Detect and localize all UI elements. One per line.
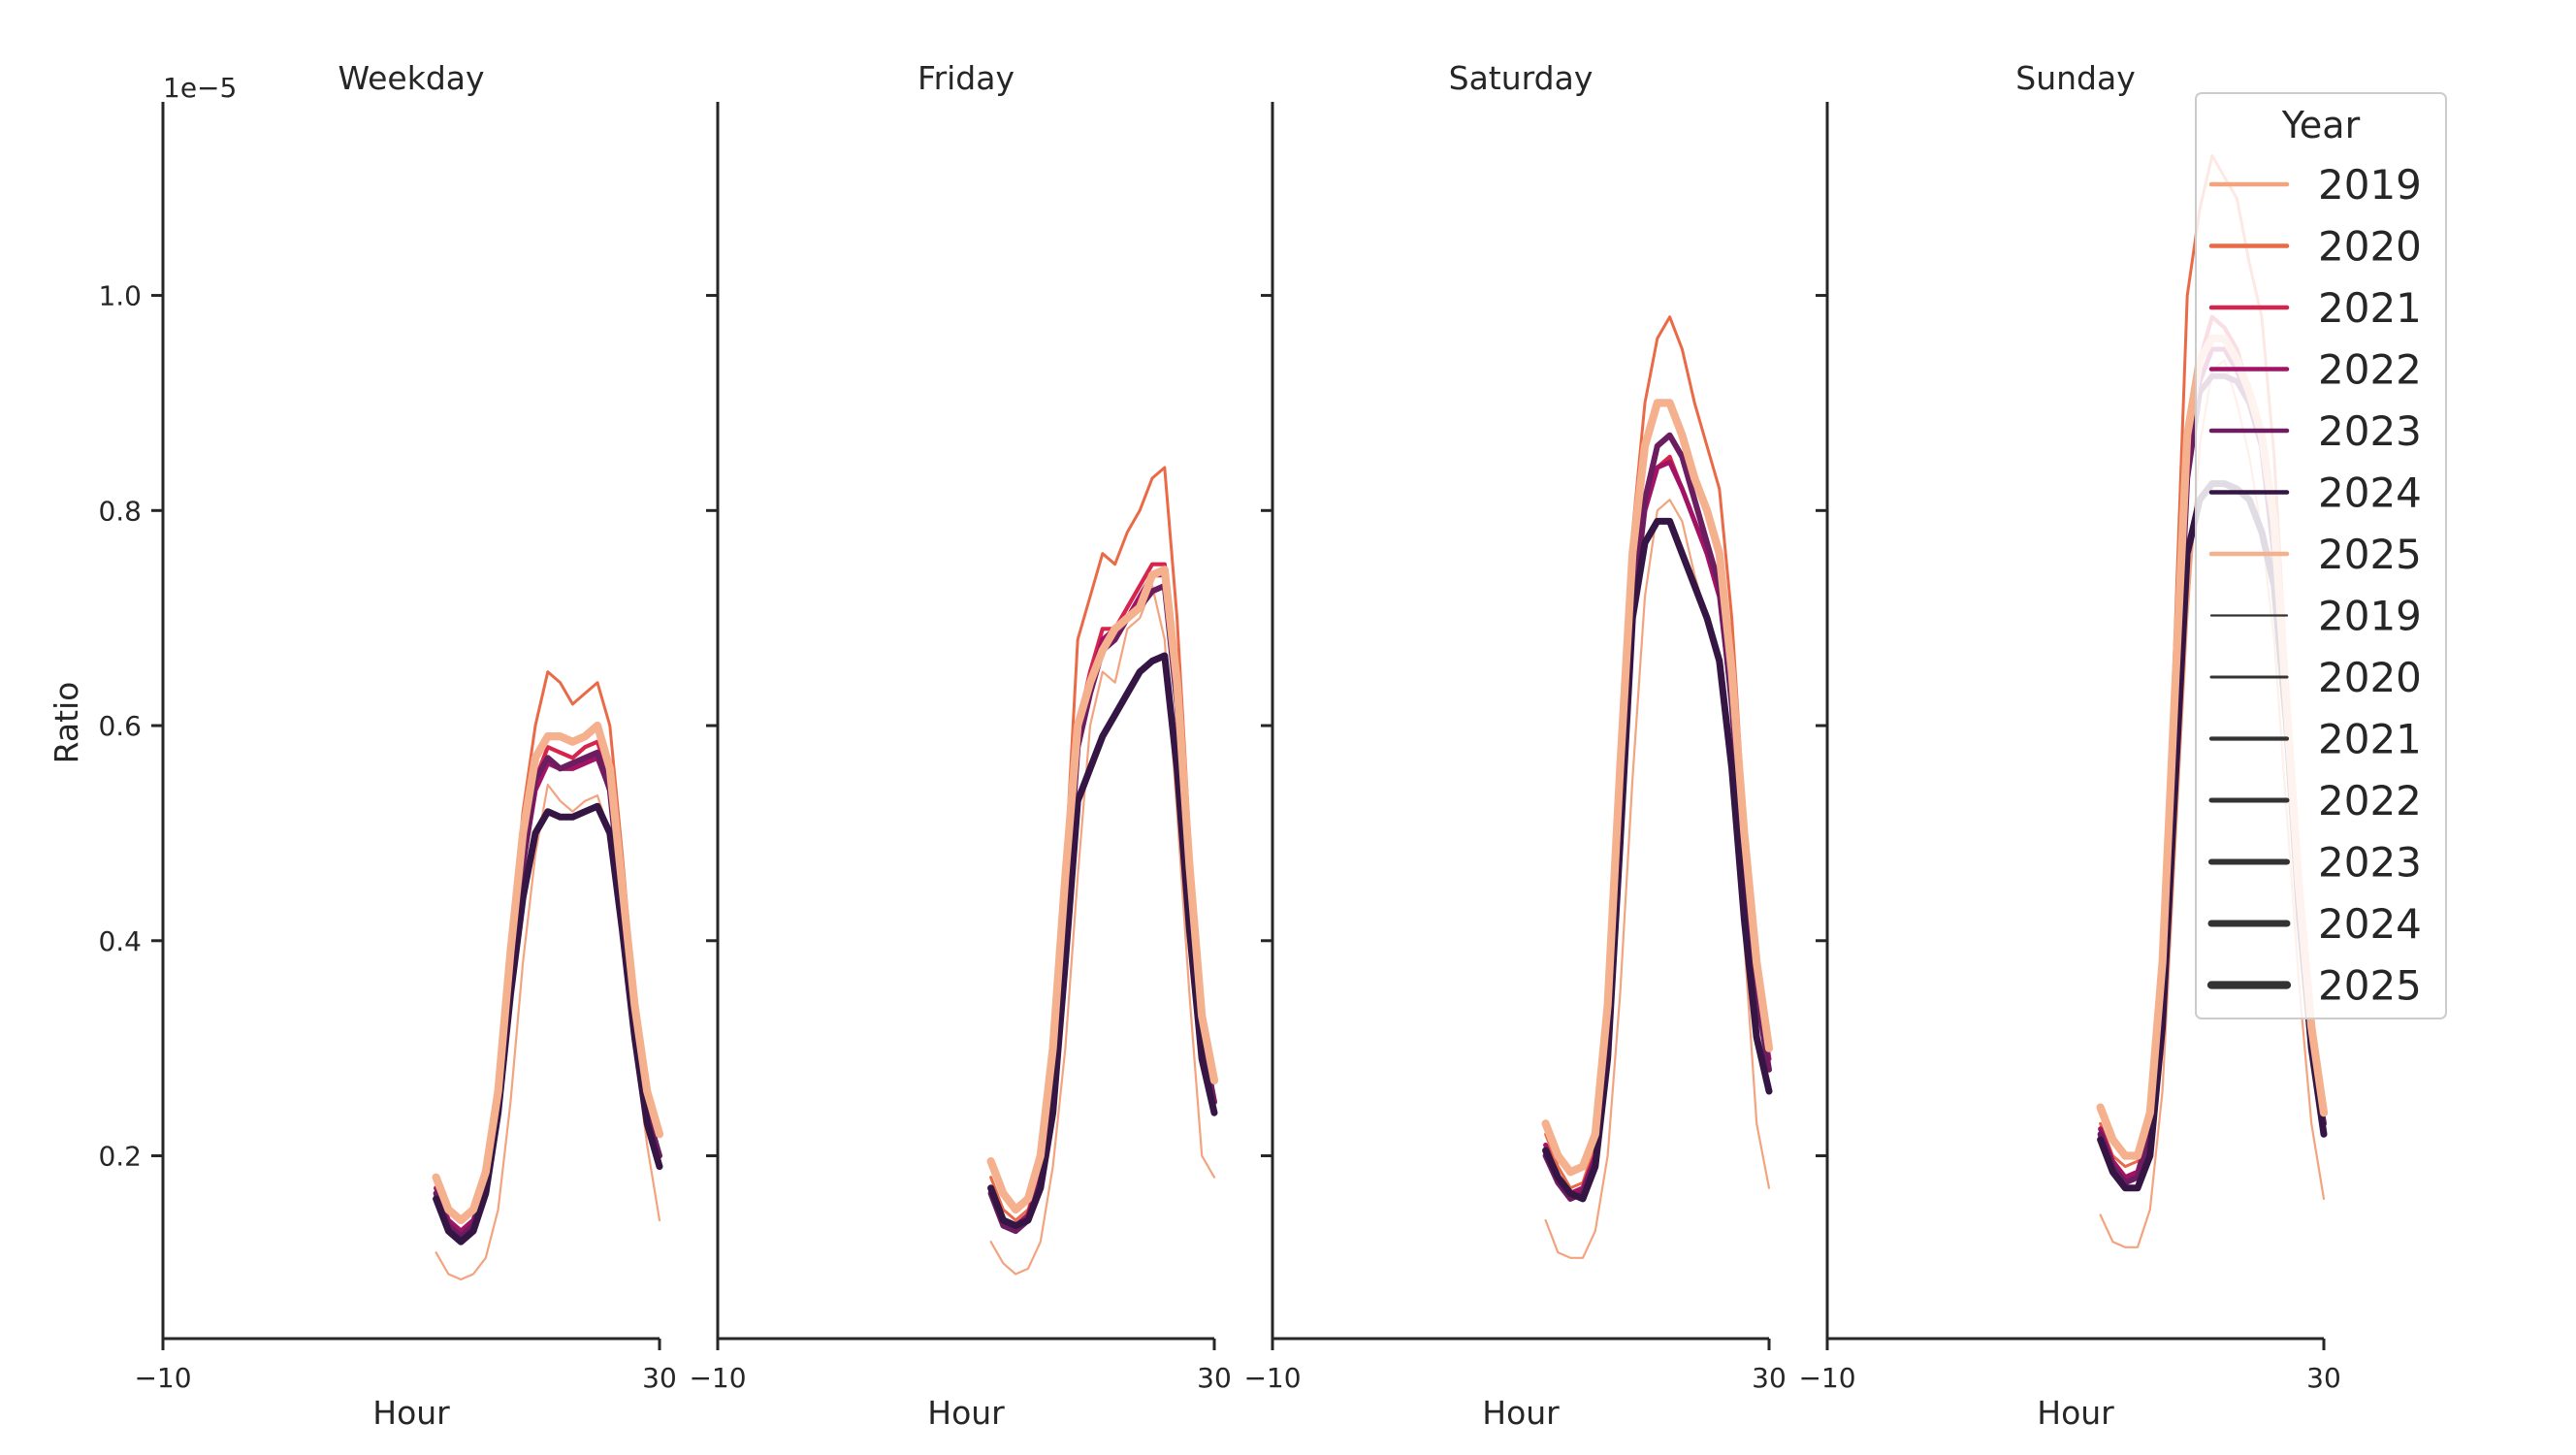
legend-entry-size-2021: 2021 bbox=[2208, 716, 2422, 763]
series-line-2025 bbox=[986, 566, 1219, 1214]
legend-label: 2021 bbox=[2318, 716, 2422, 763]
x-tick-label: 30 bbox=[642, 1362, 677, 1394]
y-tick-label: 0.2 bbox=[98, 1141, 142, 1173]
series-line-2023 bbox=[433, 749, 662, 1240]
legend-label: 2024 bbox=[2318, 469, 2422, 517]
panels: Weekday 0.2 0.4 0.6 0.8 1.0 −10 30 Hour Friday −10… bbox=[98, 59, 2340, 1432]
series-line-2024 bbox=[1542, 517, 1773, 1203]
x-tick-label: −10 bbox=[1243, 1362, 1301, 1394]
series-line-2024 bbox=[987, 652, 1218, 1230]
legend-entry-hue-2019: 2019 bbox=[2208, 161, 2422, 209]
legend-label: 2024 bbox=[2318, 900, 2422, 948]
y-tick-label: 0.6 bbox=[98, 710, 142, 742]
panel-friday: Friday −10 30 Hour bbox=[689, 59, 1231, 1432]
legend-label: 2023 bbox=[2318, 407, 2422, 455]
x-tick-label: 30 bbox=[2306, 1362, 2341, 1394]
series-line-2019 bbox=[435, 783, 661, 1281]
legend-label: 2020 bbox=[2318, 654, 2422, 701]
legend-label: 2020 bbox=[2318, 223, 2422, 271]
panel-weekday: Weekday 0.2 0.4 0.6 0.8 1.0 −10 30 Hour bbox=[98, 59, 676, 1432]
legend-entry-hue-2020: 2020 bbox=[2208, 223, 2422, 271]
series-line-2019 bbox=[1544, 499, 1771, 1259]
panel-saturday: Saturday −10 30 Hour bbox=[1243, 59, 1786, 1432]
legend-title: Year bbox=[2281, 104, 2361, 146]
x-tick-label: 30 bbox=[1752, 1362, 1787, 1394]
legend-entry-hue-2025: 2025 bbox=[2208, 531, 2422, 578]
legend-label: 2021 bbox=[2318, 284, 2422, 332]
legend-label: 2022 bbox=[2318, 346, 2422, 394]
legend-entry-size-2023: 2023 bbox=[2208, 839, 2422, 887]
legend-entry-size-2019: 2019 bbox=[2209, 593, 2422, 640]
legend-frame bbox=[2195, 92, 2447, 1019]
panel-title: Saturday bbox=[1449, 59, 1594, 97]
legend-entry-size-2020: 2020 bbox=[2209, 654, 2422, 701]
y-tick-label: 0.8 bbox=[98, 495, 142, 527]
legend-label: 2023 bbox=[2318, 839, 2422, 887]
y-axis-label: Ratio bbox=[48, 682, 85, 764]
legend-entry-hue-2021: 2021 bbox=[2208, 284, 2422, 332]
y-offset-label: 1e−5 bbox=[163, 72, 237, 104]
legend-label: 2025 bbox=[2318, 531, 2422, 578]
series-line-2024 bbox=[433, 802, 663, 1245]
legend-label: 2025 bbox=[2318, 962, 2422, 1010]
series-line-2022 bbox=[434, 755, 662, 1234]
x-tick-label: −10 bbox=[689, 1362, 746, 1394]
legend-label: 2022 bbox=[2318, 777, 2422, 824]
legend-label: 2019 bbox=[2318, 161, 2422, 209]
legend-entry-size-2024: 2024 bbox=[2207, 900, 2422, 948]
series-line-2025 bbox=[1541, 399, 1774, 1177]
x-axis-label: Hour bbox=[372, 1394, 450, 1432]
legend-entry-size-2022: 2022 bbox=[2208, 777, 2422, 824]
legend-entry-hue-2022: 2022 bbox=[2208, 346, 2422, 394]
panel-title: Weekday bbox=[338, 59, 484, 97]
panel-title: Sunday bbox=[2015, 59, 2135, 97]
series-line-2025 bbox=[432, 721, 664, 1225]
x-tick-label: 30 bbox=[1197, 1362, 1232, 1394]
x-axis-label: Hour bbox=[2037, 1394, 2114, 1432]
x-tick-label: −10 bbox=[1798, 1362, 1855, 1394]
panel-title: Friday bbox=[918, 59, 1014, 97]
y-tick-label: 1.0 bbox=[98, 280, 142, 312]
legend-entry-size-2025: 2025 bbox=[2206, 962, 2422, 1010]
legend-label: 2019 bbox=[2318, 593, 2422, 640]
x-tick-label: −10 bbox=[134, 1362, 191, 1394]
x-axis-label: Hour bbox=[1482, 1394, 1560, 1432]
x-axis-label: Hour bbox=[927, 1394, 1005, 1432]
legend: Year 2019 2020 2021 2022 2023 2024 2025 2019 2020… bbox=[2195, 92, 2447, 1019]
y-tick-label: 0.4 bbox=[98, 925, 142, 957]
legend-entry-hue-2023: 2023 bbox=[2208, 407, 2422, 455]
legend-entry-hue-2024: 2024 bbox=[2208, 469, 2422, 517]
